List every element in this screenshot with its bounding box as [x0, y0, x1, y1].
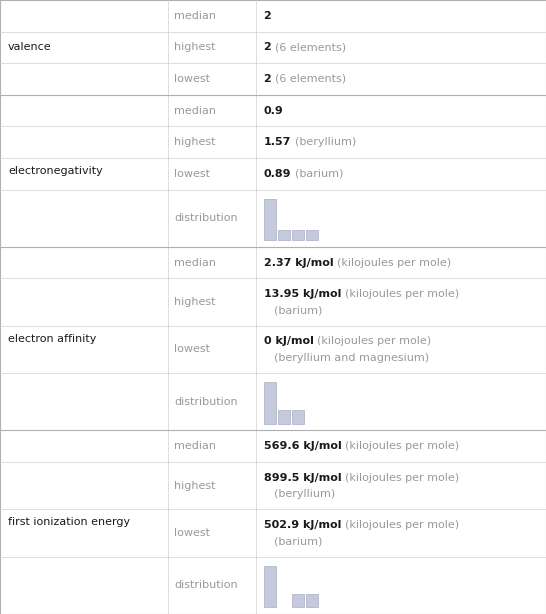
- Text: (kilojoules per mole): (kilojoules per mole): [317, 336, 431, 346]
- Bar: [306, 230, 318, 240]
- Text: lowest: lowest: [174, 74, 210, 84]
- Text: 0.89: 0.89: [264, 169, 291, 179]
- Text: highest: highest: [174, 42, 216, 52]
- Bar: [306, 594, 318, 607]
- Text: electron affinity: electron affinity: [8, 333, 97, 344]
- Text: 2.37 kJ/mol: 2.37 kJ/mol: [264, 258, 333, 268]
- Text: (6 elements): (6 elements): [275, 74, 346, 84]
- Text: 2: 2: [264, 74, 271, 84]
- Text: (kilojoules per mole): (kilojoules per mole): [337, 258, 452, 268]
- Text: lowest: lowest: [174, 528, 210, 538]
- Text: lowest: lowest: [174, 169, 210, 179]
- Text: lowest: lowest: [174, 344, 210, 354]
- Text: 1.57: 1.57: [264, 137, 291, 147]
- Text: 899.5 kJ/mol: 899.5 kJ/mol: [264, 473, 341, 483]
- Text: distribution: distribution: [174, 213, 238, 223]
- Text: 0 kJ/mol: 0 kJ/mol: [264, 336, 313, 346]
- Text: 13.95 kJ/mol: 13.95 kJ/mol: [264, 289, 341, 299]
- Text: electronegativity: electronegativity: [8, 166, 103, 176]
- Bar: [264, 199, 276, 240]
- Text: distribution: distribution: [174, 580, 238, 591]
- Bar: [292, 594, 304, 607]
- Text: (6 elements): (6 elements): [275, 42, 346, 52]
- Text: 2: 2: [264, 11, 271, 21]
- Text: (kilojoules per mole): (kilojoules per mole): [345, 289, 459, 299]
- Text: median: median: [174, 11, 216, 21]
- Text: 569.6 kJ/mol: 569.6 kJ/mol: [264, 441, 341, 451]
- Text: median: median: [174, 258, 216, 268]
- Text: first ionization energy: first ionization energy: [8, 517, 130, 527]
- Bar: [277, 410, 289, 424]
- Bar: [292, 230, 304, 240]
- Text: (beryllium): (beryllium): [274, 489, 335, 499]
- Text: (barium): (barium): [295, 169, 343, 179]
- Text: median: median: [174, 441, 216, 451]
- Text: highest: highest: [174, 297, 216, 307]
- Text: (barium): (barium): [274, 305, 322, 315]
- Text: highest: highest: [174, 137, 216, 147]
- Bar: [264, 566, 276, 607]
- Text: highest: highest: [174, 481, 216, 491]
- Bar: [277, 230, 289, 240]
- Text: (kilojoules per mole): (kilojoules per mole): [345, 520, 459, 530]
- Text: (beryllium and magnesium): (beryllium and magnesium): [274, 352, 429, 362]
- Text: 0.9: 0.9: [264, 106, 283, 115]
- Text: (barium): (barium): [274, 536, 322, 546]
- Bar: [264, 383, 276, 424]
- Text: distribution: distribution: [174, 397, 238, 406]
- Text: (beryllium): (beryllium): [295, 137, 356, 147]
- Text: 2: 2: [264, 42, 271, 52]
- Text: (kilojoules per mole): (kilojoules per mole): [345, 441, 459, 451]
- Text: median: median: [174, 106, 216, 115]
- Text: valence: valence: [8, 42, 52, 52]
- Text: 502.9 kJ/mol: 502.9 kJ/mol: [264, 520, 341, 530]
- Bar: [292, 410, 304, 424]
- Text: (kilojoules per mole): (kilojoules per mole): [345, 473, 459, 483]
